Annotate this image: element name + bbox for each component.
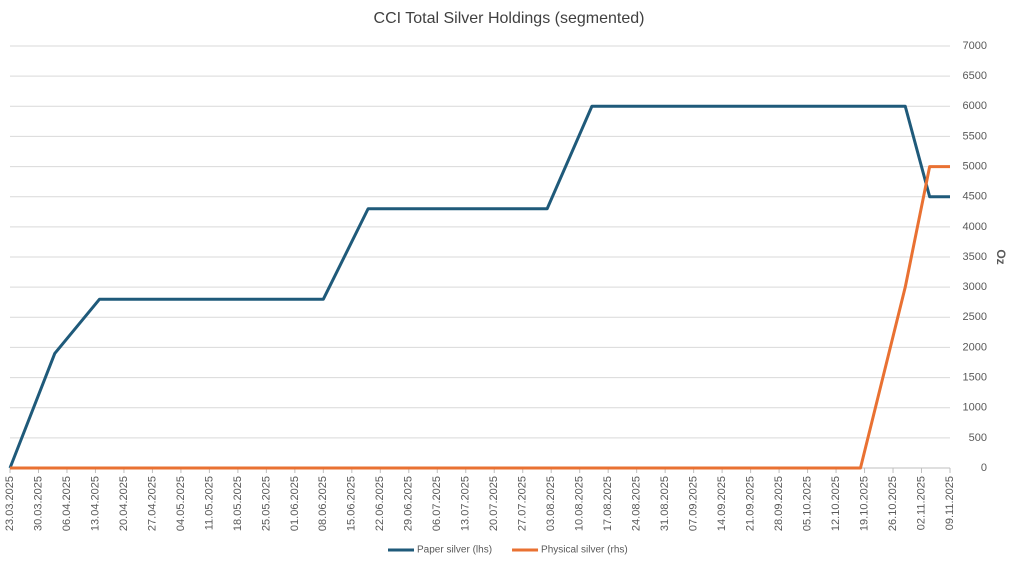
x-tick-label: 06.04.2025 [61, 476, 73, 531]
y-tick-label: 500 [969, 432, 987, 444]
x-tick-label: 23.03.2025 [4, 476, 16, 531]
x-tick-label: 12.10.2025 [830, 476, 842, 531]
y-tick-label: 6000 [963, 100, 987, 112]
x-tick-label: 25.05.2025 [260, 476, 272, 531]
y-tick-label: 7000 [963, 40, 987, 52]
y-tick-label: 2500 [963, 311, 987, 323]
x-tick-label: 18.05.2025 [232, 476, 244, 531]
x-tick-label: 10.08.2025 [574, 476, 586, 531]
y-tick-label: 1500 [963, 371, 987, 383]
x-tick-label: 15.06.2025 [346, 476, 358, 531]
x-tick-label: 20.04.2025 [118, 476, 130, 531]
x-tick-label: 20.07.2025 [488, 476, 500, 531]
x-tick-label: 03.08.2025 [545, 476, 557, 531]
x-tick-label: 28.09.2025 [773, 476, 785, 531]
y-tick-label: 6500 [963, 70, 987, 82]
x-tick-label: 26.10.2025 [887, 476, 899, 531]
x-tick-label: 06.07.2025 [431, 476, 443, 531]
y-tick-label: 4500 [963, 191, 987, 203]
x-tick-label: 19.10.2025 [858, 476, 870, 531]
x-tick-label: 22.06.2025 [374, 476, 386, 531]
series-line [10, 165, 950, 470]
y-axis-label: Oz [994, 249, 1008, 264]
y-tick-label: 1000 [963, 402, 987, 414]
x-tick-label: 01.06.2025 [289, 476, 301, 531]
x-tick-label: 07.09.2025 [688, 476, 700, 531]
x-tick-label: 05.10.2025 [801, 476, 813, 531]
y-tick-label: 0 [981, 462, 987, 474]
y-tick-label: 3000 [963, 281, 987, 293]
y-tick-label: 2000 [963, 341, 987, 353]
legend-label: Paper silver (lhs) [417, 545, 492, 556]
x-tick-label: 08.06.2025 [317, 476, 329, 531]
x-tick-label: 09.11.2025 [944, 476, 956, 530]
x-tick-label: 17.08.2025 [602, 476, 614, 531]
x-tick-label: 29.06.2025 [403, 476, 415, 531]
x-tick-label: 02.11.2025 [915, 476, 927, 530]
x-tick-label: 24.08.2025 [631, 476, 643, 531]
x-tick-label: 30.03.2025 [32, 476, 44, 531]
x-tick-label: 11.05.2025 [203, 476, 215, 530]
series-line [8, 104, 950, 469]
x-tick-label: 27.04.2025 [146, 476, 158, 531]
y-tick-label: 5000 [963, 160, 987, 172]
chart-title: CCI Total Silver Holdings (segmented) [374, 10, 645, 27]
x-tick-label: 04.05.2025 [175, 476, 187, 531]
legend-label: Physical silver (rhs) [541, 545, 628, 556]
x-tick-label: 14.09.2025 [716, 476, 728, 531]
y-tick-label: 5500 [963, 130, 987, 142]
y-tick-label: 4000 [963, 221, 987, 233]
x-tick-label: 21.09.2025 [745, 476, 757, 531]
x-tick-label: 27.07.2025 [517, 476, 529, 531]
y-tick-label: 3500 [963, 251, 987, 263]
x-tick-label: 31.08.2025 [659, 476, 671, 531]
x-tick-label: 13.04.2025 [89, 476, 101, 531]
x-tick-label: 13.07.2025 [460, 476, 472, 531]
